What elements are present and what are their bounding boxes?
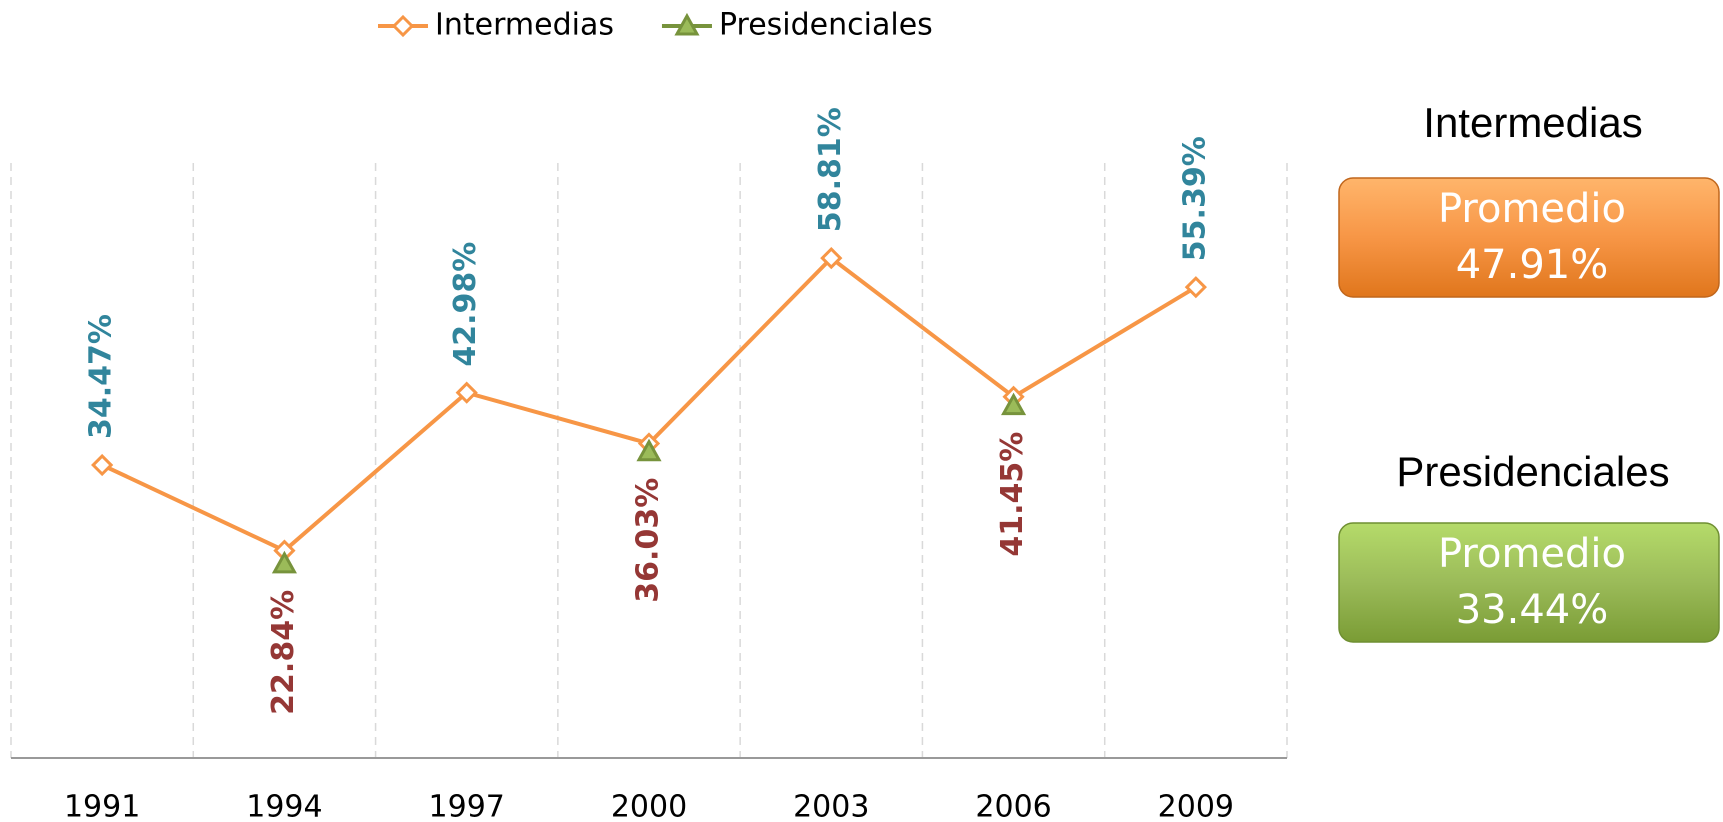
x-tick-label: 2009 xyxy=(1158,790,1234,822)
summary-box xyxy=(1338,522,1720,643)
data-label: 41.45% xyxy=(995,432,1030,557)
data-label: 58.81% xyxy=(813,107,848,232)
summary-title: Intermedias xyxy=(1423,99,1642,146)
legend-label: Presidenciales xyxy=(719,8,933,43)
data-point xyxy=(91,453,114,477)
legend-marker xyxy=(674,12,700,36)
summary-value: 47.91% xyxy=(1456,242,1609,288)
data-point xyxy=(636,438,662,462)
summary-label: Promedio xyxy=(1438,531,1626,577)
data-point xyxy=(455,381,478,404)
summary-label: Promedio xyxy=(1438,186,1626,232)
x-tick-label: 2000 xyxy=(611,790,687,822)
summary-title: Presidenciales xyxy=(1396,448,1669,495)
data-point xyxy=(1184,276,1207,299)
data-label: 22.84% xyxy=(266,590,301,715)
data-label: 34.47% xyxy=(84,314,119,439)
x-tick-label: 2003 xyxy=(793,790,869,822)
legend-marker xyxy=(391,14,415,38)
data-point xyxy=(820,246,843,270)
data-label: 36.03% xyxy=(631,478,666,603)
summary-box xyxy=(1338,177,1720,298)
x-tick-label: 1991 xyxy=(64,790,140,822)
x-tick-label: 1994 xyxy=(246,790,322,822)
summary-value: 33.44% xyxy=(1456,587,1609,633)
data-label: 55.39% xyxy=(1177,136,1212,261)
x-tick-label: 2006 xyxy=(975,790,1051,822)
legend-label: Intermedias xyxy=(435,8,614,43)
data-label: 42.98% xyxy=(448,242,483,367)
data-point xyxy=(1001,392,1027,416)
data-point xyxy=(271,550,297,574)
x-tick-label: 1997 xyxy=(429,790,505,822)
